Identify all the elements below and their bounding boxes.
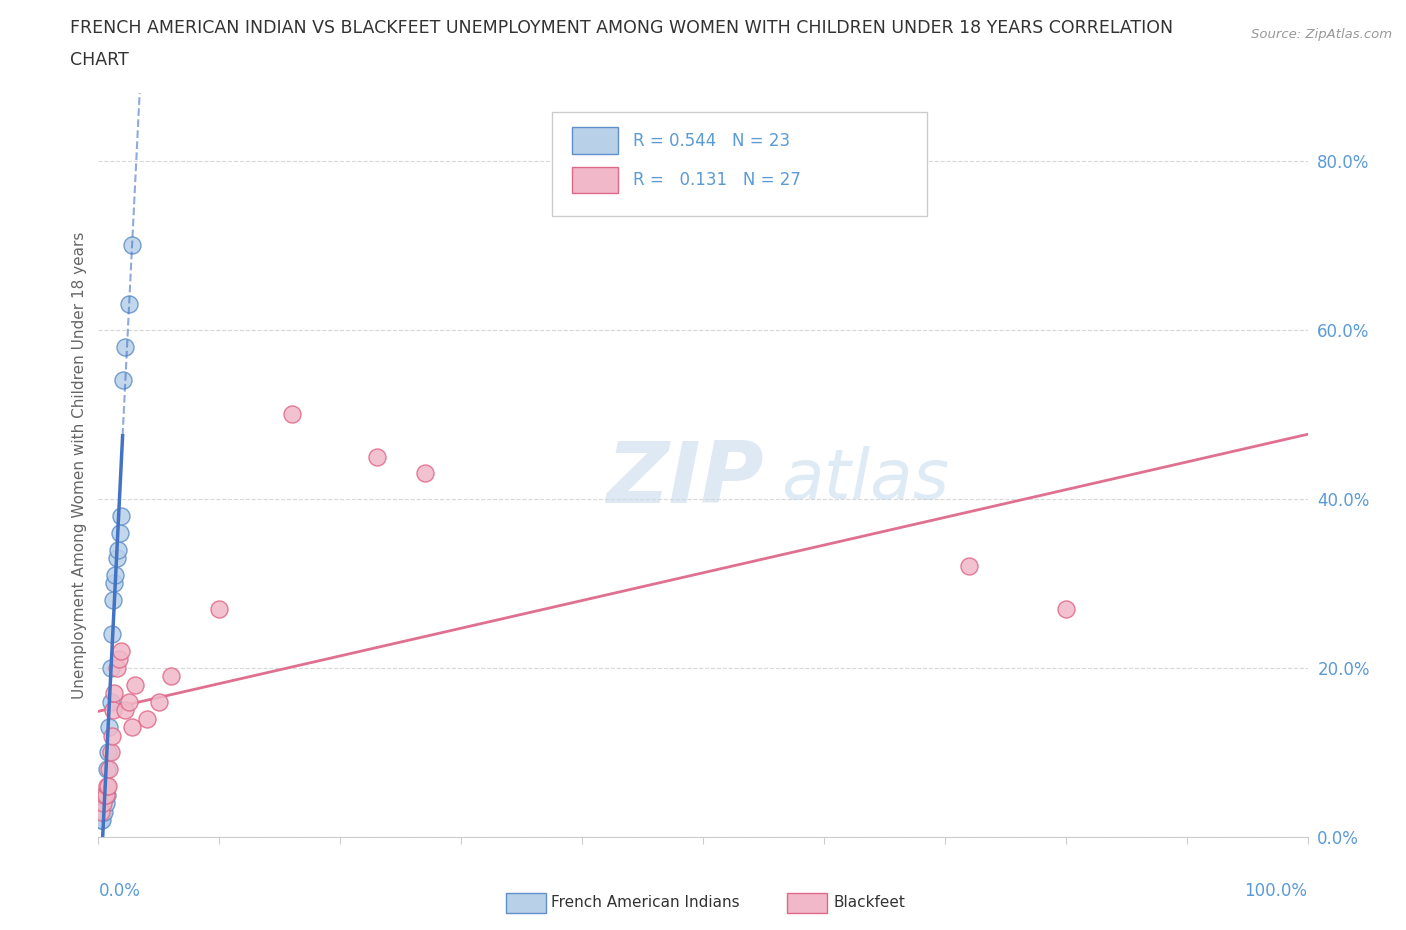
Point xyxy=(108,652,131,667)
Point xyxy=(93,804,115,819)
Point xyxy=(110,509,132,524)
Point xyxy=(103,685,125,700)
Point xyxy=(100,728,122,743)
Point xyxy=(101,592,124,607)
FancyBboxPatch shape xyxy=(551,112,927,216)
Point xyxy=(208,602,231,617)
Point xyxy=(105,660,128,675)
Point xyxy=(110,644,132,658)
Point xyxy=(957,559,980,574)
Point xyxy=(1054,602,1077,617)
Point xyxy=(118,297,141,312)
FancyBboxPatch shape xyxy=(572,127,619,154)
Text: Source: ZipAtlas.com: Source: ZipAtlas.com xyxy=(1251,28,1392,41)
Point xyxy=(97,778,120,793)
Text: French American Indians: French American Indians xyxy=(551,895,740,910)
Point xyxy=(148,695,170,710)
Point xyxy=(281,406,304,421)
Y-axis label: Unemployment Among Women with Children Under 18 years: Unemployment Among Women with Children U… xyxy=(72,232,87,698)
Point xyxy=(96,778,118,793)
Point xyxy=(101,703,124,718)
Text: Blackfeet: Blackfeet xyxy=(834,895,905,910)
Point xyxy=(94,796,117,811)
Point xyxy=(91,804,114,819)
Text: ZIP: ZIP xyxy=(606,438,763,522)
Point xyxy=(124,677,146,692)
Point xyxy=(90,804,112,819)
Point xyxy=(366,449,388,464)
Point xyxy=(91,796,114,811)
Text: 0.0%: 0.0% xyxy=(98,882,141,899)
Point xyxy=(413,466,436,481)
Point xyxy=(93,788,115,803)
Point xyxy=(96,788,118,803)
Point xyxy=(108,525,131,540)
Point xyxy=(103,576,125,591)
Point xyxy=(97,745,120,760)
Text: 100.0%: 100.0% xyxy=(1244,882,1308,899)
Point xyxy=(105,551,128,565)
Point xyxy=(90,813,112,828)
Text: R = 0.544   N = 23: R = 0.544 N = 23 xyxy=(633,132,790,150)
Point xyxy=(160,669,183,684)
Point xyxy=(94,788,117,803)
Point xyxy=(121,238,143,253)
Point xyxy=(98,762,121,777)
Point xyxy=(111,373,134,388)
Point xyxy=(91,813,114,828)
Point xyxy=(98,720,121,735)
Point xyxy=(118,695,141,710)
Point xyxy=(121,720,143,735)
Point xyxy=(114,703,136,718)
Point xyxy=(107,542,129,557)
Point xyxy=(96,762,118,777)
Point xyxy=(100,745,122,760)
Text: R =   0.131   N = 27: R = 0.131 N = 27 xyxy=(633,171,801,189)
Text: CHART: CHART xyxy=(70,51,129,69)
Point xyxy=(100,695,122,710)
Text: atlas: atlas xyxy=(782,446,949,513)
FancyBboxPatch shape xyxy=(572,166,619,193)
Point xyxy=(135,711,157,726)
Point xyxy=(114,339,136,354)
Point xyxy=(104,567,127,582)
Point xyxy=(100,660,122,675)
Text: FRENCH AMERICAN INDIAN VS BLACKFEET UNEMPLOYMENT AMONG WOMEN WITH CHILDREN UNDER: FRENCH AMERICAN INDIAN VS BLACKFEET UNEM… xyxy=(70,19,1174,36)
Point xyxy=(100,627,122,642)
